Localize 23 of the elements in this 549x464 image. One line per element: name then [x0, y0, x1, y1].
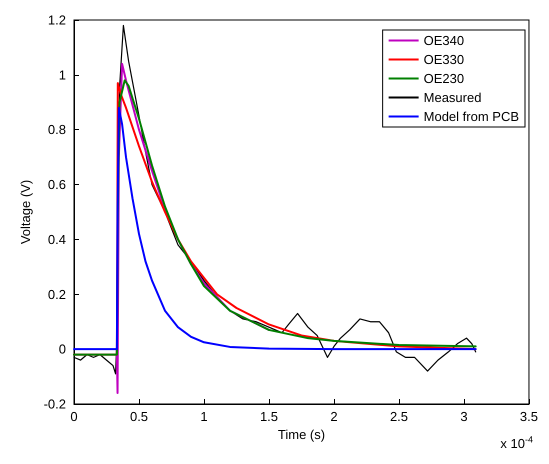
legend-label: OE230	[424, 71, 464, 86]
x-tick-label: 2.5	[390, 409, 408, 424]
y-tick-label: -0.2	[44, 396, 66, 412]
x-tick-label: 0	[70, 409, 78, 424]
y-axis-title: Voltage (V)	[18, 180, 33, 244]
y-tick-label: 0.2	[48, 286, 66, 302]
legend-label: Measured	[424, 90, 482, 105]
y-tick-label: 0.8	[48, 122, 66, 138]
y-tick-label: 0.6	[48, 177, 66, 192]
x-tick-label: 0.5	[130, 409, 148, 424]
y-tick-label: 1	[58, 67, 66, 82]
y-tick-label: 0.4	[48, 232, 66, 247]
x-tick-label: 3.5	[520, 409, 538, 424]
legend-label: OE340	[424, 33, 464, 48]
x-tick-label: 3	[460, 409, 468, 424]
x-tick-label: 1	[200, 409, 208, 424]
legend-label: Model from PCB	[424, 109, 520, 124]
x-tick-label: 1.5	[260, 409, 278, 424]
x-axis-title: Time (s)	[278, 426, 326, 442]
x-tick-label: 2	[330, 409, 338, 424]
y-tick-label: 0	[58, 342, 66, 357]
y-tick-label: 1.2	[48, 12, 66, 28]
legend-label: OE330	[424, 52, 464, 67]
